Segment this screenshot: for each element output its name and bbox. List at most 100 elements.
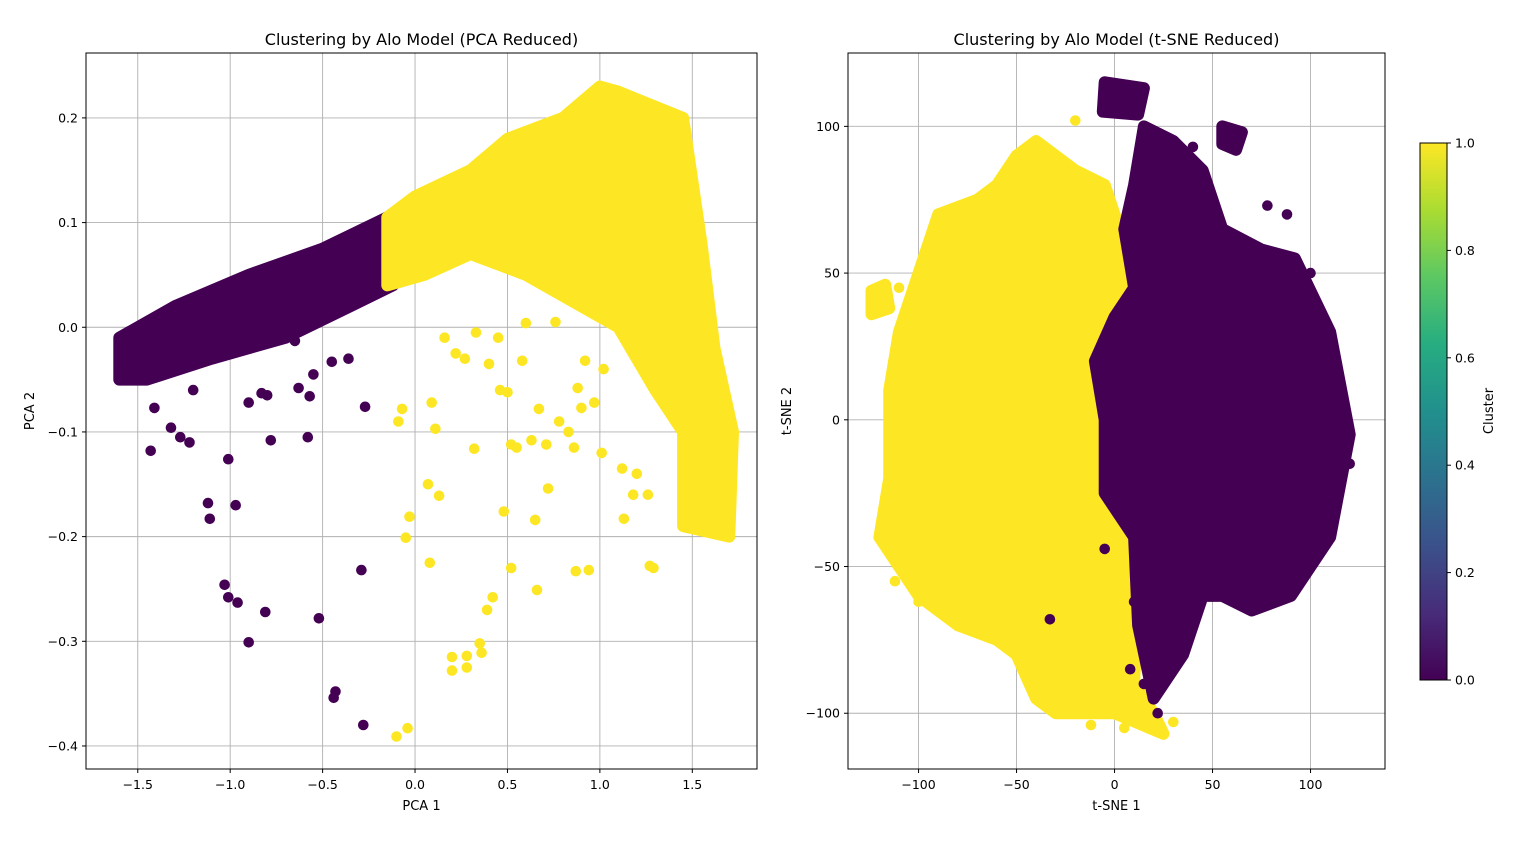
pca-cluster-1-point	[531, 584, 543, 596]
pca-plot-frame	[85, 52, 758, 770]
pca-cluster-1-point	[572, 382, 583, 394]
colorbar-tick-label: 0.6	[1455, 350, 1475, 365]
pca-cluster-1-dense-region	[381, 80, 739, 543]
tsne-cluster-1-point	[878, 537, 889, 549]
colorbar-tick-label: 0.2	[1455, 565, 1475, 580]
tsne-x-tick-label: 0	[1111, 777, 1119, 792]
pca-cluster-1-point	[439, 332, 450, 344]
pca-cluster-1-point	[627, 489, 639, 501]
pca-cluster-1-point	[541, 439, 552, 450]
pca-cluster-1-point	[529, 514, 541, 526]
pca-x-tick-label: −1.0	[215, 777, 245, 792]
pca-cluster-0-point	[145, 445, 156, 457]
pca-cluster-1-point	[400, 532, 412, 543]
pca-y-axis-label: PCA 2	[23, 392, 38, 430]
pca-x-tick-label: 1.0	[590, 777, 610, 792]
pca-cluster-1-point	[589, 397, 600, 408]
pca-cluster-1-point	[459, 353, 471, 365]
pca-cluster-1-point	[450, 348, 462, 359]
pca-cluster-1-point	[396, 403, 408, 415]
pca-cluster-1-point	[483, 358, 495, 370]
pca-cluster-1-point	[468, 443, 480, 455]
pca-cluster-1-point	[446, 665, 458, 676]
colorbar-tick-label: 1.0	[1455, 136, 1475, 151]
pca-cluster-1-point	[446, 651, 458, 663]
pca-cluster-1-point	[426, 397, 438, 408]
pca-cluster-1-point	[430, 423, 441, 435]
pca-cluster-1-point	[391, 731, 402, 742]
pca-cluster-1-point	[618, 513, 630, 525]
tsne-cluster-0-point	[1152, 135, 1163, 147]
tsne-cluster-0-point	[1124, 663, 1136, 675]
pca-cluster-1-point	[516, 355, 528, 367]
pca-x-tick-label: −1.5	[123, 777, 153, 792]
pca-cluster-0-point	[243, 637, 254, 648]
tsne-cluster-1-point	[1168, 716, 1179, 728]
pca-cluster-0-point	[261, 390, 273, 401]
colorbar-tick-label: 0.8	[1455, 243, 1475, 258]
pca-cluster-1-point	[492, 332, 504, 344]
tsne-cluster-1-point	[883, 473, 895, 484]
tsne-cluster-1-point	[1119, 722, 1130, 734]
pca-x-tick-label: −0.5	[307, 777, 337, 792]
pca-cluster-1-point	[563, 426, 574, 438]
tsne-cluster-0-point	[1044, 614, 1056, 625]
pca-cluster-0-point	[328, 692, 340, 704]
pca-cluster-1-point	[487, 592, 499, 603]
pca-cluster-1-point	[579, 355, 591, 367]
pca-cluster-0-point	[313, 613, 325, 624]
tsne-cluster-0-point	[1144, 649, 1156, 660]
tsne-cluster-1-point	[944, 215, 956, 226]
pca-y-tick-label: 0.1	[58, 215, 78, 230]
tsne-cluster-0-point	[1142, 634, 1154, 646]
tsne-cluster-1-dense-region	[865, 278, 896, 321]
tsne-cluster-0-point	[1187, 141, 1199, 153]
pca-cluster-1-point	[461, 662, 473, 673]
tsne-x-tick-label: 100	[1299, 777, 1323, 792]
tsne-x-tick-label: −100	[901, 777, 935, 792]
pca-cluster-0-point	[302, 431, 314, 443]
pca-cluster-1-point	[520, 317, 532, 329]
tsne-cluster-0-dense-region	[1216, 120, 1248, 156]
colorbar-tick-label: 0.0	[1455, 673, 1475, 688]
pca-cluster-0-point	[175, 431, 186, 443]
pca-cluster-0-point	[358, 719, 369, 731]
pca-scatter-plot: −1.5 −1.0 −0.5 0.0 0.5 1.0 1.5 −0.4 −0.3 −0.2 −0.1…	[23, 30, 758, 814]
tsne-y-tick-label: 50	[824, 266, 840, 281]
tsne-cluster-1-point	[928, 238, 940, 249]
pca-cluster-1-point	[550, 316, 561, 328]
pca-cluster-1-point	[583, 564, 595, 576]
pca-cluster-0-point	[204, 513, 216, 525]
pca-cluster-0-point	[326, 356, 338, 368]
tsne-y-axis-label: t-SNE 2	[780, 387, 795, 435]
pca-cluster-0-point	[304, 391, 316, 402]
tsne-cluster-1-point	[1070, 115, 1081, 126]
pca-cluster-0-point	[149, 402, 160, 414]
tsne-plot-frame	[847, 52, 1386, 770]
tsne-cluster-0-dense-region	[1096, 76, 1150, 121]
pca-cluster-1-point	[570, 565, 582, 577]
pca-cluster-1-point	[474, 638, 486, 649]
pca-cluster-0-point	[308, 369, 319, 380]
tsne-cluster-0-point	[1262, 200, 1273, 211]
colorbar-label: Cluster	[1482, 387, 1497, 434]
pca-cluster-1-point	[598, 363, 609, 375]
colorbar-tick-label: 0.4	[1455, 458, 1475, 473]
pca-cluster-1-point	[481, 604, 493, 616]
tsne-x-tick-label: 50	[1205, 777, 1221, 792]
pca-cluster-0-point	[243, 397, 254, 408]
pca-cluster-1-point	[648, 562, 659, 574]
tsne-cluster-0-point	[1128, 596, 1140, 607]
tsne-y-tick-label: 0	[832, 412, 840, 427]
pca-y-tick-label: 0.2	[58, 110, 78, 125]
pca-cluster-0-point	[202, 497, 214, 509]
pca-cluster-0-point	[260, 606, 271, 618]
pca-cluster-1-point	[422, 479, 434, 490]
pca-cluster-1-point	[502, 386, 513, 398]
pca-cluster-1-point	[596, 447, 607, 459]
pca-cluster-1-point	[568, 442, 580, 453]
pca-cluster-0-point	[187, 384, 199, 396]
pca-cluster-1-point	[631, 468, 643, 480]
pca-cluster-1-point	[505, 562, 517, 574]
tsne-cluster-0-point	[1344, 458, 1355, 470]
